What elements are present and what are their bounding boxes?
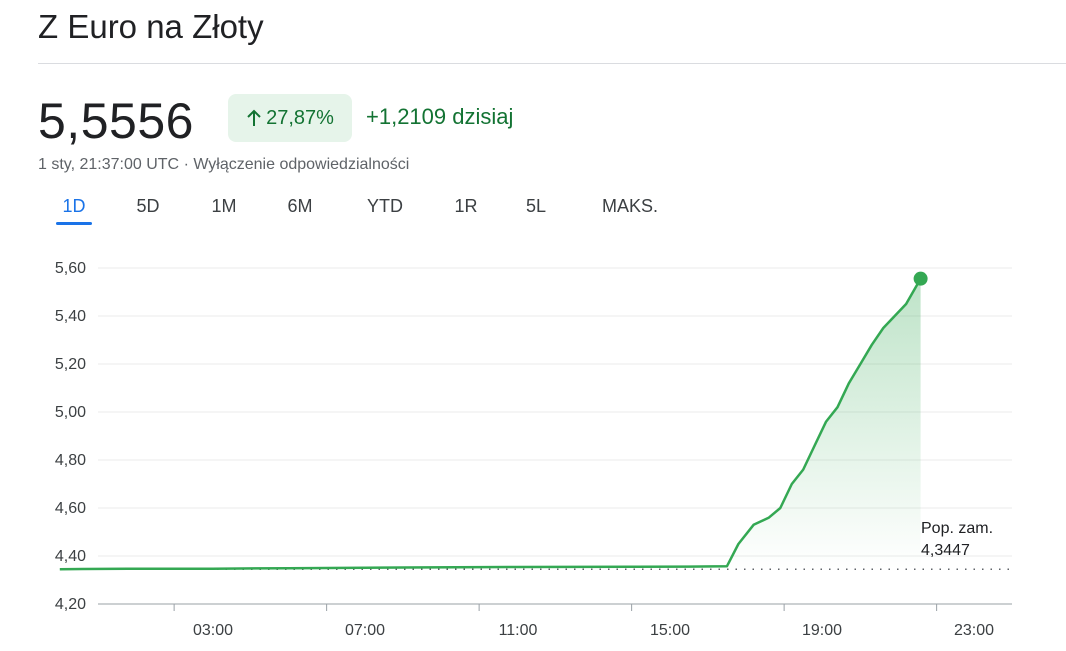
change-today: +1,2109 dzisiaj [366,104,514,129]
x-tick-label: 23:00 [953,622,995,639]
x-tick-label: 07:00 [344,622,386,639]
last-price-point [913,271,928,286]
arrow-up-icon [246,109,262,127]
page-title: Z Euro na Złoty [38,8,264,45]
x-tick-label: 15:00 [649,622,691,639]
tab-maks[interactable]: MAKS. [601,196,658,216]
y-tick-label: 5,00 [54,404,86,421]
y-tick-label: 4,80 [54,452,86,469]
y-tick-label: 4,60 [54,500,86,517]
x-tick-label: 19:00 [801,622,843,639]
current-price: 5,5556 [38,93,194,149]
tab-1m[interactable]: 1M [211,196,237,216]
y-tick-label: 5,60 [54,260,86,277]
x-tick-label: 11:00 [498,622,538,639]
previous-close-value: 4,3447 [921,542,970,559]
quote-meta: 1 sty, 21:37:00 UTC · Wyłączenie odpowie… [38,156,409,174]
disclaimer-link[interactable]: Wyłączenie odpowiedzialności [193,156,410,173]
y-tick-label: 4,40 [54,548,86,565]
previous-close-title: Pop. zam. [921,520,994,537]
price-area-fill [726,278,921,570]
header-divider [38,63,1066,64]
range-tabs: 1D 5D 1M 6M YTD 1R 5L MAKS. [38,196,738,228]
change-percent-badge: 27,87% [228,94,352,142]
meta-separator: · [183,156,189,173]
change-percent-value: 27,87% [266,106,334,129]
tab-5l[interactable]: 5L [525,196,547,216]
tab-ytd[interactable]: YTD [367,196,403,216]
x-tick-label: 03:00 [192,622,234,639]
tab-active-indicator [56,222,92,225]
tab-1d[interactable]: 1D [62,196,86,216]
price-line [59,278,922,571]
previous-close-label: Pop. zam. 4,3447 [921,518,993,562]
y-tick-label: 4,20 [54,596,86,613]
y-tick-label: 5,40 [54,308,86,325]
timestamp: 1 sty, 21:37:00 UTC [38,156,180,173]
tab-6m[interactable]: 6M [287,196,313,216]
tab-5d[interactable]: 5D [136,196,160,216]
tab-1r[interactable]: 1R [454,196,478,216]
y-tick-label: 5,20 [54,356,86,373]
